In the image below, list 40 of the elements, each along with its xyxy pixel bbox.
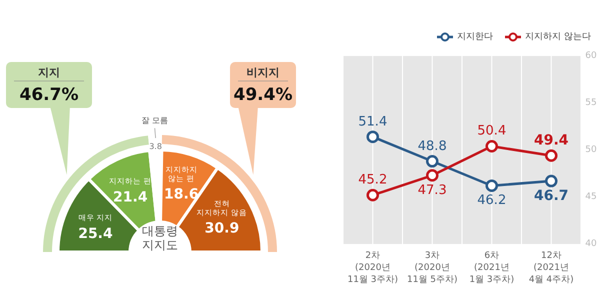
- y-tick-label: 55: [585, 98, 597, 108]
- data-label: 50.4: [477, 124, 506, 139]
- data-label: 18.6: [164, 186, 199, 202]
- legend-label: 지지하지 않는다: [525, 32, 591, 42]
- text: 지지: [37, 66, 60, 78]
- point: [366, 188, 379, 202]
- text: 대통령 지지도: [142, 224, 178, 252]
- data-label: 3.8: [149, 142, 162, 151]
- data-label: 46.2: [477, 193, 506, 208]
- data-label: 51.4: [358, 114, 388, 130]
- point: [426, 169, 438, 182]
- x-tick-label: 6차 (2021년 1월 3주차): [469, 251, 514, 285]
- x-tick-label: 2차 (2020년 11월 3주차): [347, 251, 398, 285]
- y-tick-label: 45: [585, 192, 597, 202]
- data-label: 49.4: [534, 132, 569, 149]
- point: [545, 174, 558, 188]
- legend-item: 지지하지 않는다: [505, 32, 591, 42]
- point: [486, 140, 498, 152]
- y-tick-label: 40: [585, 239, 597, 249]
- legend-item: 지지한다: [437, 32, 493, 42]
- slice-label: 잘 모름: [141, 116, 168, 125]
- legend-label: 지지한다: [457, 32, 493, 42]
- x-tick-label: 3차 (2020년 11월 5주차): [406, 251, 458, 285]
- data-label: 47.3: [418, 182, 447, 198]
- data-label: 46.7: [534, 188, 569, 204]
- point: [366, 130, 379, 144]
- text: 비지지: [246, 66, 280, 78]
- data-label: 49.4%: [234, 85, 292, 105]
- x-tick-label: 12차 (2021년 4월 4주차): [528, 251, 574, 285]
- y-tick-label: 50: [585, 145, 597, 155]
- point: [426, 155, 438, 168]
- data-label: 21.4: [113, 190, 148, 206]
- point: [486, 179, 498, 192]
- data-label: 46.7%: [20, 85, 78, 105]
- data-label: 45.2: [358, 172, 388, 188]
- point: [545, 149, 558, 162]
- y-tick-label: 60: [585, 51, 597, 61]
- data-label: 25.4: [78, 226, 114, 242]
- data-label: 30.9: [204, 220, 240, 236]
- data-label: 48.8: [418, 138, 447, 154]
